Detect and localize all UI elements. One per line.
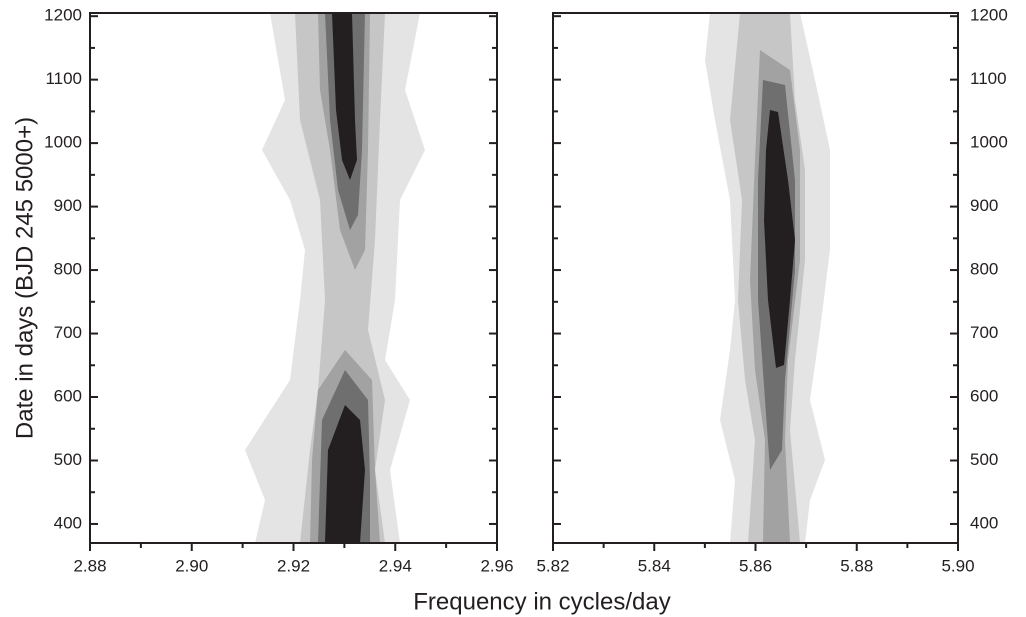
y-tick-label: 400 bbox=[970, 513, 998, 532]
y-tick-label: 1000 bbox=[970, 133, 1008, 152]
y-tick-label: 400 bbox=[54, 513, 82, 532]
contour-right bbox=[705, 13, 830, 543]
x-tick-label: 5.82 bbox=[536, 556, 569, 575]
y-axis-title: Date in days (BJD 245 5000+) bbox=[11, 117, 38, 439]
y-tick-label: 1100 bbox=[970, 69, 1007, 88]
y-tick-label: 500 bbox=[970, 450, 998, 469]
y-tick-label: 800 bbox=[54, 260, 82, 279]
x-tick-label: 2.88 bbox=[73, 556, 106, 575]
x-tick-label: 5.90 bbox=[941, 556, 974, 575]
x-tick-label: 2.96 bbox=[480, 556, 513, 575]
y-tick-label: 900 bbox=[54, 196, 82, 215]
y-tick-label: 800 bbox=[970, 260, 998, 279]
x-tick-label: 2.90 bbox=[175, 556, 208, 575]
y-tick-label: 700 bbox=[970, 323, 998, 342]
y-tick-label: 600 bbox=[54, 386, 82, 405]
x-tick-label: 2.92 bbox=[277, 556, 310, 575]
x-tick-label: 5.86 bbox=[739, 556, 772, 575]
y-tick-label: 700 bbox=[54, 323, 82, 342]
x-tick-label: 5.84 bbox=[638, 556, 671, 575]
y-tick-label: 900 bbox=[970, 196, 998, 215]
contour-left bbox=[245, 13, 425, 543]
y-tick-label: 1100 bbox=[45, 69, 82, 88]
x-tick-label: 2.94 bbox=[379, 556, 412, 575]
x-tick-label: 5.88 bbox=[840, 556, 873, 575]
y-tick-label: 1200 bbox=[970, 6, 1008, 25]
x-axis-title: Frequency in cycles/day bbox=[413, 588, 670, 615]
y-tick-label: 600 bbox=[970, 386, 998, 405]
y-tick-label: 500 bbox=[54, 450, 82, 469]
y-tick-label: 1200 bbox=[44, 6, 82, 25]
y-tick-label: 1000 bbox=[44, 133, 82, 152]
